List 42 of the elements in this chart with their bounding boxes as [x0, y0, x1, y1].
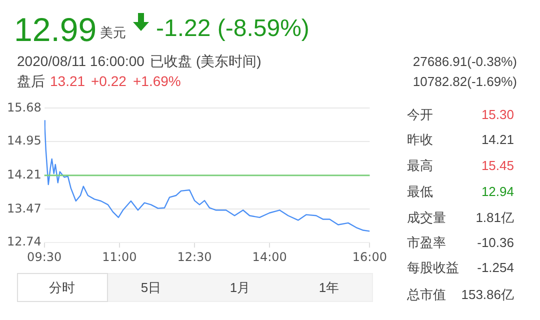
text: 总市值	[407, 287, 446, 302]
x-tick-label: 09:30	[27, 250, 62, 264]
x-tick-label: 16:00	[352, 250, 388, 264]
text: 10782.82(-1.69%)	[412, 74, 517, 89]
text: 美元	[100, 25, 126, 40]
y-tick-label: 13.47	[6, 201, 42, 216]
text: 今开	[407, 107, 433, 122]
text: 12.94	[481, 184, 514, 199]
text: 最高	[407, 158, 433, 173]
text: 最低	[407, 184, 433, 199]
text: 13.21	[50, 73, 86, 89]
x-tick-label: 12:30	[177, 250, 212, 264]
text: 153.86亿	[461, 287, 514, 302]
text: 盘后	[17, 73, 45, 89]
text: 27686.91(-0.38%)	[412, 54, 517, 69]
text: 成交量	[407, 210, 446, 225]
text: 已收盘	[150, 53, 192, 69]
text: +1.69%	[133, 73, 181, 89]
text: 市盈率	[407, 235, 446, 250]
text: 每股收益	[407, 260, 459, 275]
text: 15.45	[481, 158, 514, 173]
text: 1.81亿	[476, 210, 514, 225]
x-tick-label: 11:00	[102, 250, 137, 264]
text: 昨收	[407, 132, 433, 147]
text: -1.254	[477, 260, 514, 275]
text: 1年	[318, 280, 340, 295]
x-tick-label: 14:00	[252, 250, 287, 264]
text: 5日	[140, 280, 162, 295]
text: 分时	[49, 280, 75, 295]
text: 14.21	[481, 132, 514, 147]
text: (美东时间)	[196, 53, 262, 69]
y-tick-label: 15.68	[6, 100, 42, 114]
text: +0.22	[91, 73, 126, 89]
text: -1.22 (-8.59%)	[156, 15, 310, 42]
text: 12.99	[14, 11, 97, 48]
text: 2020/08/11 16:00:00	[17, 53, 144, 69]
y-tick-label: 14.21	[6, 168, 42, 182]
text: -10.36	[477, 235, 514, 250]
y-tick-label: 12.74	[6, 234, 42, 249]
y-tick-label: 14.95	[6, 134, 42, 148]
text: 1月	[230, 280, 250, 295]
text: 15.30	[481, 107, 514, 122]
